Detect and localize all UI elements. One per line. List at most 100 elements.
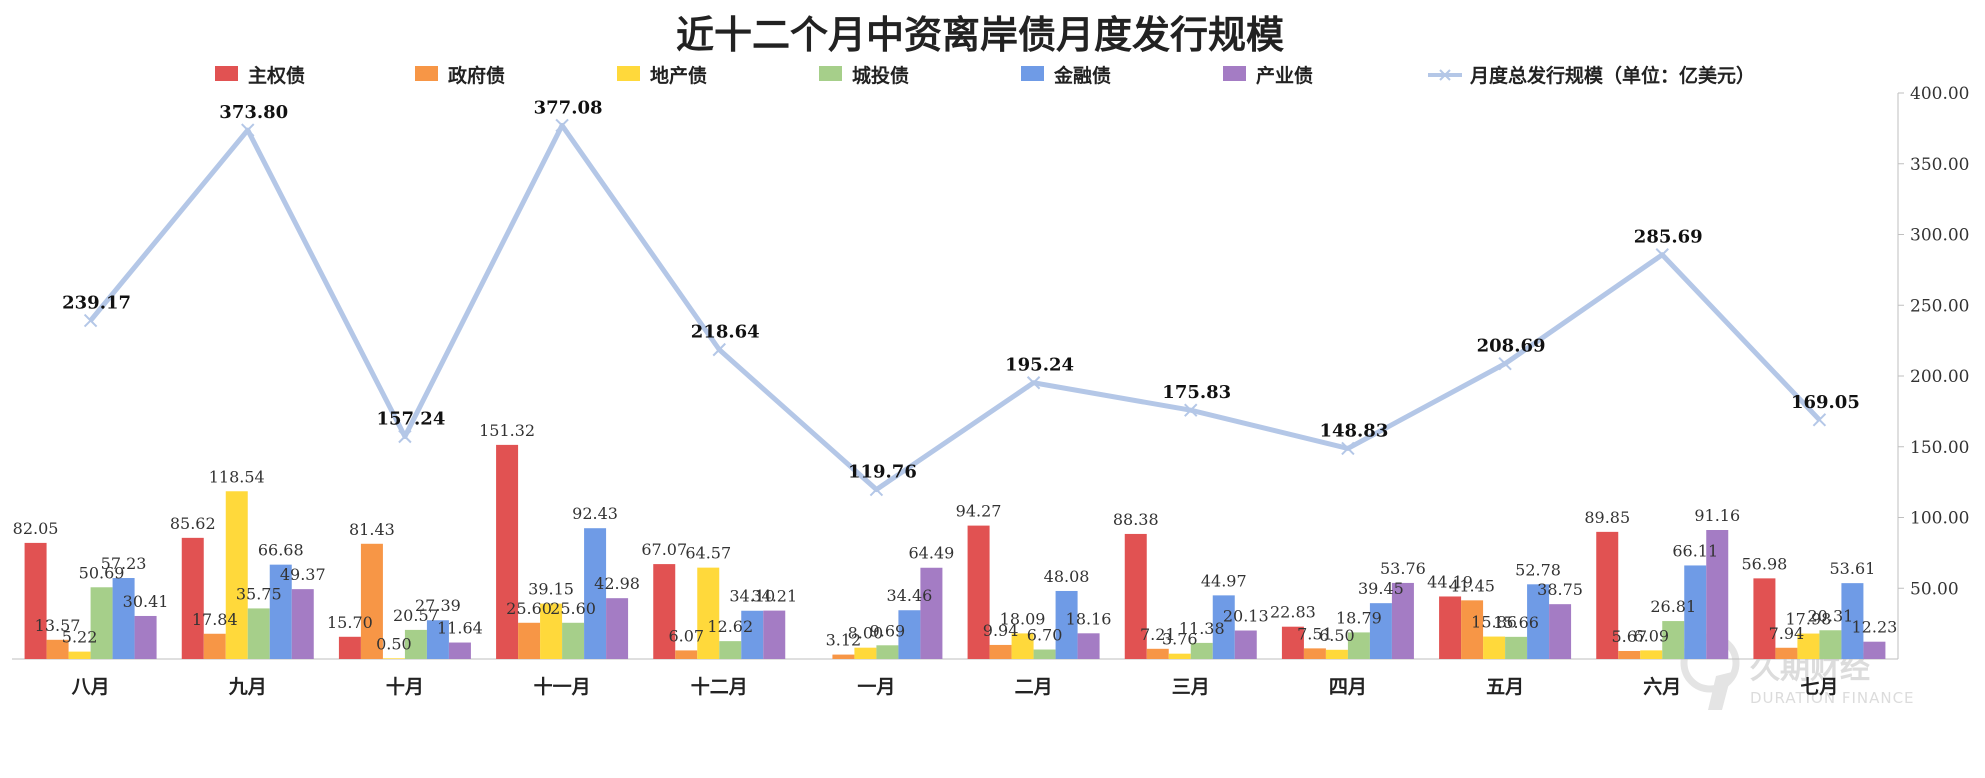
bar-value-label: 7.94 <box>1769 624 1805 643</box>
bar-value-label: 9.94 <box>983 621 1019 640</box>
bar <box>1596 531 1619 659</box>
bar <box>247 608 270 659</box>
line-labels: 239.17 373.80 157.24 377.08 218.64 119.76 195.… <box>62 97 1860 482</box>
bar <box>1146 648 1169 659</box>
bar-value-label: 11.64 <box>437 619 483 638</box>
bar <box>448 642 471 659</box>
line-point <box>555 118 569 133</box>
bar-value-label: 11.38 <box>1179 619 1225 638</box>
line-value-label: 148.83 <box>1319 420 1388 441</box>
bar-value-label: 0.50 <box>376 634 412 653</box>
bar <box>1055 590 1078 659</box>
bar <box>1011 633 1034 659</box>
bar <box>1684 565 1707 659</box>
line-value-label: 169.05 <box>1791 392 1860 413</box>
legend: 主权债 政府债 地产债 城投债 金融债 产业债 月度总发行规模（单位：亿美元） <box>215 64 1755 87</box>
bar-value-label: 12.23 <box>1852 618 1898 637</box>
bar-value-label: 64.57 <box>685 544 731 563</box>
line-point <box>1341 441 1355 456</box>
legend-swatch <box>215 66 238 81</box>
bar-labels: 82.05 85.62 15.70 151.32 67.07 94.27 88.38 22.8… <box>13 421 1898 653</box>
bar <box>675 650 698 659</box>
bar <box>1124 533 1147 659</box>
category-label: 三月 <box>1172 676 1210 698</box>
line-value-label: 373.80 <box>219 102 288 123</box>
line-point <box>83 313 98 328</box>
bar <box>1753 578 1776 659</box>
bar-value-label: 42.98 <box>594 574 640 593</box>
bar <box>112 578 135 659</box>
bar <box>1281 626 1304 659</box>
legend-label: 政府债 <box>448 64 505 87</box>
bar-value-label: 18.16 <box>1066 609 1112 628</box>
legend-label: 城投债 <box>852 64 909 87</box>
bar-value-label: 44.19 <box>1427 572 1473 591</box>
line-point <box>712 342 726 357</box>
bar-value-label: 35.75 <box>236 584 282 603</box>
bar-value-label: 12.62 <box>707 617 753 636</box>
line-value-label: 285.69 <box>1634 227 1703 248</box>
bar-value-label: 30.41 <box>123 592 169 611</box>
bar <box>518 622 541 659</box>
bar-value-label: 39.45 <box>1358 579 1404 598</box>
bar <box>1439 596 1462 659</box>
bar-value-label: 38.75 <box>1537 580 1583 599</box>
bar <box>134 615 157 659</box>
line-point <box>869 482 884 497</box>
bar <box>1483 636 1506 659</box>
bar <box>1212 595 1235 659</box>
bar-value-label: 20.13 <box>1223 607 1269 626</box>
bar-value-label: 85.62 <box>170 514 216 533</box>
bar <box>269 564 292 659</box>
bar-value-label: 81.43 <box>349 520 395 539</box>
line-point <box>1026 376 1041 390</box>
bar <box>90 587 113 659</box>
bar-value-label: 5.22 <box>62 628 98 647</box>
line-point <box>1184 403 1198 417</box>
bar-value-label: 66.68 <box>258 541 304 560</box>
category-label: 九月 <box>228 676 267 698</box>
line-value-label: 377.08 <box>534 97 603 118</box>
line-point <box>1498 356 1512 371</box>
bar <box>1077 633 1100 659</box>
bar-value-label: 17.84 <box>192 610 238 629</box>
bar <box>203 633 226 659</box>
bar-value-label: 41.45 <box>1449 576 1495 595</box>
legend-swatch <box>1223 66 1246 81</box>
bar-value-label: 82.05 <box>13 519 59 538</box>
bar <box>382 658 405 659</box>
bar <box>404 629 427 659</box>
bar-value-label: 6.50 <box>1319 626 1355 645</box>
bar-value-label: 7.51 <box>1297 624 1333 643</box>
bar <box>1797 633 1820 659</box>
line-point <box>1812 413 1827 427</box>
bar-value-label: 20.31 <box>1808 606 1854 625</box>
category-label: 十二月 <box>691 675 748 698</box>
bar-value-label: 17.98 <box>1786 610 1832 629</box>
bar-value-label: 39.15 <box>528 580 574 599</box>
bar-value-label: 91.16 <box>1694 506 1740 525</box>
bar <box>1033 649 1056 659</box>
line-value-label: 218.64 <box>691 322 760 343</box>
bar-value-label: 6.07 <box>668 626 704 645</box>
bar-value-label: 9.69 <box>870 621 906 640</box>
y-tick-label: 50.00 <box>1910 579 1959 599</box>
bar <box>338 636 361 659</box>
bar <box>1325 649 1348 659</box>
bar-value-label: 53.76 <box>1380 559 1426 578</box>
legend-label: 月度总发行规模（单位：亿美元） <box>1469 64 1755 87</box>
total-line <box>88 122 1822 493</box>
legend-label: 金融债 <box>1053 64 1111 87</box>
legend-swatch <box>819 66 842 81</box>
bar-value-label: 64.49 <box>909 544 955 563</box>
legend-swatch <box>415 66 438 81</box>
category-label: 七月 <box>1800 676 1838 698</box>
bar-value-label: 53.61 <box>1830 559 1876 578</box>
bar <box>697 567 720 659</box>
category-label: 二月 <box>1015 676 1053 698</box>
bar <box>1819 630 1842 659</box>
bar-value-label: 25.60 <box>506 599 552 618</box>
bar-value-label: 15.70 <box>327 613 373 632</box>
bar <box>181 537 204 659</box>
bar-value-label: 34.21 <box>751 587 797 606</box>
